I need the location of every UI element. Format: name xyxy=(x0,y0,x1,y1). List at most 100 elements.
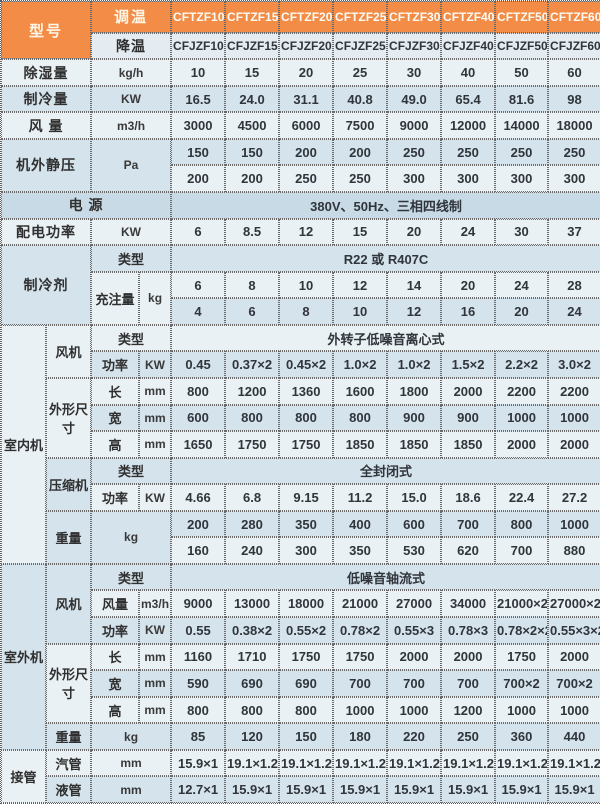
value-cell: 19.1×1.2 xyxy=(279,749,334,777)
value-cell: 0.38×2 xyxy=(225,617,280,644)
value-cell: 15.9×1 xyxy=(548,776,600,803)
value-cell: 28 xyxy=(548,271,600,299)
value-cell: 19.1×1.2 xyxy=(225,749,280,777)
value-cell: 6 xyxy=(171,218,226,246)
value-cell: 19.1×1.2 xyxy=(387,749,442,777)
value-cell: 1000 xyxy=(495,404,549,432)
value-cell: 19.1×1.2 xyxy=(495,749,549,777)
table-row: 配电功率 KW 6 8.5 12 15 20 24 30 37 xyxy=(1,218,600,246)
value-cell: 6.8 xyxy=(225,484,280,511)
value-cell: 12.7×1 xyxy=(171,776,226,803)
table-row: 宽 mm 600 800 800 800 900 900 1000 1000 xyxy=(1,404,600,432)
table-row: 机外静压 Pa 150 150 200 200 250 250 250 250 xyxy=(1,138,600,193)
value-cell: 20 xyxy=(441,271,496,299)
unit-cell: KW xyxy=(139,484,172,511)
air-volume-label: 风 量 xyxy=(1,112,92,139)
value-cell: 20 xyxy=(279,59,334,86)
value-cell: 6000 xyxy=(279,112,334,139)
value-cell: 24 xyxy=(495,271,549,299)
value-cell: 300 xyxy=(495,165,549,193)
value-cell: 250 xyxy=(279,165,334,193)
value-cell: 0.45×2 xyxy=(279,351,334,378)
value-cell: 2200 xyxy=(495,377,549,405)
value-cell: 20 xyxy=(495,298,549,325)
model-column-header: CFJZF40 xyxy=(441,32,496,60)
value-cell: 700×2 xyxy=(548,670,600,697)
value-cell: 24 xyxy=(441,218,496,246)
value-cell: 700×2 xyxy=(495,670,549,697)
value-cell: 15.9×1 xyxy=(333,776,388,803)
value-cell: 18.6 xyxy=(441,484,496,511)
value-cell: 1850 xyxy=(387,431,442,458)
power-supply-label: 电 源 xyxy=(1,192,172,219)
value-cell: 150 xyxy=(171,138,226,166)
value-cell: 800 xyxy=(225,696,280,724)
unit-cell: kg xyxy=(91,723,172,750)
length-label: 长 xyxy=(91,377,140,405)
value-cell: 24.0 xyxy=(225,85,280,113)
unit-cell: mm xyxy=(91,749,172,777)
value-cell: 31.1 xyxy=(279,85,334,113)
value-cell: 360 xyxy=(495,723,549,750)
power-label: 功率 xyxy=(91,617,140,644)
value-cell: 40 xyxy=(441,59,496,86)
value-cell: 13000 xyxy=(225,590,280,618)
value-cell: 120 xyxy=(225,723,280,750)
value-cell: 200 xyxy=(333,138,388,166)
value-cell: 15.9×1 xyxy=(225,776,280,803)
value-cell: 300 xyxy=(387,165,442,193)
value-cell: 4.66 xyxy=(171,484,226,511)
value-cell: 1000 xyxy=(495,696,549,724)
value-cell: 8 xyxy=(279,298,334,325)
value-cell: 49.0 xyxy=(387,85,442,113)
value-cell: 800 xyxy=(171,696,226,724)
table-row: 风 量 m3/h 3000 4500 6000 7500 9000 12000 14000 180… xyxy=(1,112,600,139)
table-row: 外形尺寸长 mm 1160 1710 1750 1750 2000 2000 1750 2000 xyxy=(1,643,600,724)
type-label: 类型 xyxy=(91,457,172,485)
value-cell: 6 xyxy=(171,271,226,299)
value-cell: 16 xyxy=(441,298,496,325)
charge-amount-label: 充注量 xyxy=(91,271,140,325)
value-cell: 0.78×2 xyxy=(333,617,388,644)
value-cell: 0.78×2×2 xyxy=(495,617,549,644)
value-cell: 2000 xyxy=(548,643,600,671)
value-cell: 1.5×2 xyxy=(441,351,496,378)
value-cell: 0.55×2 xyxy=(279,617,334,644)
value-cell: 6 xyxy=(225,298,280,325)
table-row: 4 6 8 10 12 16 20 24 xyxy=(1,298,600,325)
value-cell: 8.5 xyxy=(225,218,280,246)
value-cell: 25 xyxy=(333,59,388,86)
value-cell: 1200 xyxy=(441,696,496,724)
unit-cell: mm xyxy=(139,404,172,432)
value-cell: 81.6 xyxy=(495,85,549,113)
value-cell: 800 xyxy=(333,404,388,432)
unit-cell: kg xyxy=(139,271,172,325)
value-cell: 50 xyxy=(495,59,549,86)
value-cell: 2000 xyxy=(548,431,600,458)
model-column-header: CFTZF15 xyxy=(225,1,280,33)
power-label: 功率 xyxy=(91,351,140,378)
table-row: 功率 KW 4.66 6.8 9.15 11.2 15.0 18.6 22.4 27.2 xyxy=(1,484,600,511)
value-cell: 15.0 xyxy=(387,484,442,511)
value-cell: 0.78×3 xyxy=(441,617,496,644)
value-cell: 600 xyxy=(387,510,442,538)
value-cell: 15.9×1 xyxy=(171,749,226,777)
value-cell: 0.45 xyxy=(171,351,226,378)
value-cell: 1160 xyxy=(171,643,226,671)
external-static-pressure-label: 机外静压 xyxy=(1,138,92,193)
dimensions-label: 外形尺寸 xyxy=(46,377,92,458)
value-cell: 690 xyxy=(225,670,280,697)
table-row: 宽 mm 590 690 690 700 700 700 700×2 700×2 xyxy=(1,670,600,697)
value-cell: 19.1×1.2 xyxy=(333,749,388,777)
value-cell: 9.15 xyxy=(279,484,334,511)
value-cell: 20 xyxy=(387,218,442,246)
fan-label: 风机 xyxy=(46,563,92,644)
value-cell: 16.5 xyxy=(171,85,226,113)
type-label: 类型 xyxy=(91,324,172,352)
type-label: 类型 xyxy=(91,245,172,272)
value-cell: 2200 xyxy=(548,377,600,405)
value-cell: 12 xyxy=(387,298,442,325)
width-label: 宽 xyxy=(91,670,140,697)
value-cell: 250 xyxy=(387,138,442,166)
model-column-header: CFTZF60 xyxy=(548,1,600,33)
